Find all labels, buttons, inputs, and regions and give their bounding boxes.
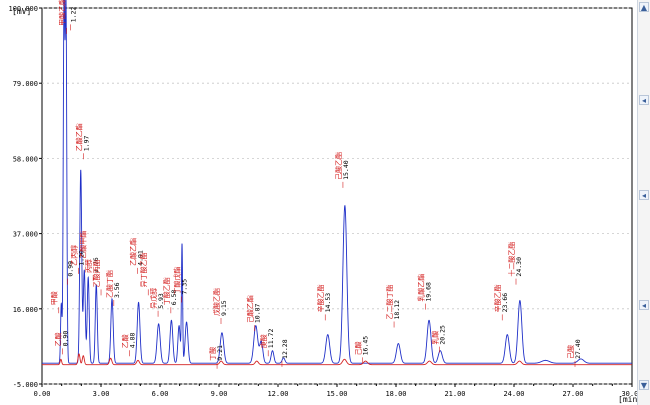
x-tick-label: 30.00 <box>621 390 642 398</box>
trace-blue <box>42 0 632 364</box>
scroll-up-button[interactable]: ▲ <box>639 2 649 12</box>
peak-name-label: 乙酸丙酯 <box>92 259 101 287</box>
peak-time-label: 24.30 <box>515 257 523 277</box>
peak-name-label: 乙酸 <box>121 334 130 348</box>
peak-time-label: 1.97 <box>82 135 90 151</box>
trace-red <box>42 353 632 366</box>
peak-time-label: 1.20 <box>77 250 85 266</box>
peak-name-label: 庚酸 <box>259 334 268 348</box>
peak-time-label: 14.53 <box>324 293 332 313</box>
peak-time-label: 20.25 <box>438 325 446 345</box>
peak-time-label: 7.35 <box>181 279 189 295</box>
peak-time-label: 10.87 <box>253 303 261 323</box>
x-tick-label: 18.00 <box>385 390 406 398</box>
x-tick-label: 9.00 <box>211 390 228 398</box>
peak-time-label: 19.68 <box>425 282 433 302</box>
peak-time-label: 6.58 <box>170 289 178 305</box>
peak-name-label: 己酸 <box>354 341 363 355</box>
peak-name-label: 异戊醇 <box>149 288 158 309</box>
peak-name-label: 乙二酸丁酯 <box>385 285 394 320</box>
peak-time-label: 9.15 <box>220 300 228 316</box>
peak-name-label: 乙酸甲酯 <box>78 231 87 259</box>
y-tick-label: 100.000 <box>8 5 38 13</box>
x-tick-label: 21.00 <box>444 390 465 398</box>
peak-time-label: 16.45 <box>362 336 370 356</box>
x-tick-label: 6.00 <box>152 390 169 398</box>
x-tick-label: 3.00 <box>93 390 110 398</box>
peak-name-label: 丁酸 <box>208 347 217 361</box>
y-tick-label: 58.000 <box>13 155 38 163</box>
y-tick-label: 79.000 <box>13 80 38 88</box>
peak-name-label: 乙酸 <box>54 332 63 346</box>
peak-name-label: 乙酸乙酯 <box>74 123 83 151</box>
peak-time-label: 5.93 <box>157 293 165 309</box>
peak-time-label: 9.21 <box>216 345 224 361</box>
peak-name-label: 丁酸戊酯 <box>173 266 182 294</box>
peak-time-label: 4.88 <box>129 332 137 348</box>
x-unit-label: [min] <box>618 395 643 404</box>
peak-time-label: 0.99 <box>67 261 75 277</box>
peak-time-label: 0.90 <box>62 331 70 347</box>
peak-name-label: 乙丙醇 <box>69 245 78 266</box>
x-tick-label: 24.00 <box>503 390 524 398</box>
peak-name-label: 乳酸 <box>430 331 439 345</box>
x-tick-label: 27.00 <box>562 390 583 398</box>
peak-name-label: 乙酸丁酯 <box>105 270 114 298</box>
peak-time-label: 18.12 <box>393 300 401 320</box>
peak-name-label: 乙酸乙酯 <box>128 238 137 266</box>
expand-right-button[interactable]: ◂ <box>639 95 649 105</box>
peak-name-label: 甲酸 <box>50 291 59 305</box>
y-tick-label: 16.000 <box>13 306 38 314</box>
peak-time-label: 3.56 <box>113 282 121 298</box>
peak-name-label: 辛酸乙酯 <box>493 284 502 312</box>
peak-time-label: 1.22 <box>70 7 78 23</box>
peak-name-label: 十二酸乙酯 <box>507 242 516 277</box>
x-tick-label: 12.00 <box>267 390 288 398</box>
peak-name-label: 乳酸乙酯 <box>417 274 426 302</box>
peak-name-label: 戊酸乙酯 <box>212 288 221 316</box>
y-unit-label: [mV] <box>12 7 32 16</box>
peak-name-label: 辛酸乙酯 <box>316 284 325 312</box>
peak-time-label: 11.72 <box>267 329 275 349</box>
peak-name-label: 丙醇 <box>84 259 93 273</box>
peak-name-label: 己酸乙酯 <box>245 295 254 323</box>
expand-right-button-3[interactable]: ◂ <box>639 300 649 310</box>
peak-time-label: 27.40 <box>574 339 582 359</box>
peak-time-label: 23.66 <box>501 293 509 313</box>
peak-time-label: 4.91 <box>136 250 144 266</box>
peak-name-label: 丁酸乙酯 <box>162 277 171 305</box>
x-tick-label: 0.00 <box>34 390 51 398</box>
plot-frame <box>41 7 633 385</box>
scroll-down-button[interactable]: ▼ <box>639 380 649 390</box>
peak-name-label: 甲酸乙酯 <box>58 0 67 26</box>
expand-right-button-2[interactable]: ◂ <box>639 190 649 200</box>
y-tick-label: -5.000 <box>13 381 38 389</box>
peak-name-label: 己酸乙酯 <box>334 152 343 180</box>
peak-name-label: 异丁酸乙酯 <box>139 252 148 287</box>
peak-time-label: 2.76 <box>92 257 100 273</box>
peak-time-label: 12.28 <box>281 339 289 359</box>
peak-time-label: 15.40 <box>342 160 350 180</box>
peak-name-label: 己酸 <box>566 345 575 359</box>
right-scrollbar[interactable]: ▲ ◂ ◂ ◂ ▼ <box>637 0 650 405</box>
y-tick-label: 37.000 <box>13 231 38 239</box>
x-tick-label: 15.00 <box>326 390 347 398</box>
